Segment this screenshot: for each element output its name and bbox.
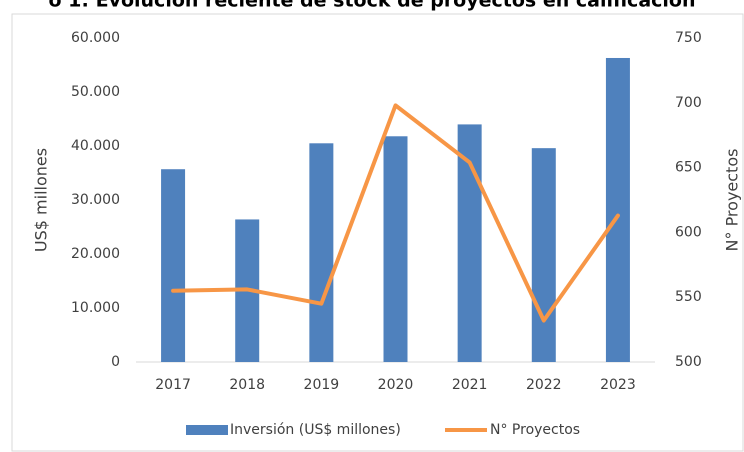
y-tick-label: 50.000: [71, 84, 120, 100]
y2-tick-label: 750: [675, 30, 702, 46]
line-series: [171, 103, 620, 323]
y-tick-label: 30.000: [71, 192, 120, 208]
y2-tick-label: 500: [675, 354, 702, 370]
y2-tick-label: 650: [675, 160, 702, 176]
legend-label: N° Proyectos: [490, 422, 580, 438]
y-tick-label: 40.000: [71, 138, 120, 154]
x-tick-label: 2022: [526, 377, 562, 393]
legend-label: Inversión (US$ millones): [230, 422, 401, 438]
x-tick-label: 2021: [452, 377, 488, 393]
y2-tick-label: 700: [675, 95, 702, 111]
y-tick-label: 0: [111, 354, 120, 370]
y2-tick-label: 550: [675, 289, 702, 305]
x-tick-label: 2019: [304, 377, 340, 393]
chart-title: o 1: Evolución reciente de stock de proy…: [49, 0, 696, 12]
x-tick-label: 2017: [155, 377, 191, 393]
y2-axis-title: N° Proyectos: [723, 149, 742, 252]
x-tick-label: 2023: [600, 377, 636, 393]
bar: [383, 136, 408, 362]
y-axis-title: US$ millones: [32, 148, 51, 252]
x-tick-label: 2018: [229, 377, 265, 393]
legend-swatch: [186, 425, 228, 435]
bar: [605, 57, 630, 362]
bar: [161, 169, 186, 362]
bar: [309, 143, 334, 362]
bar: [531, 148, 556, 362]
x-tick-label: 2020: [378, 377, 414, 393]
y-tick-label: 60.000: [71, 30, 120, 46]
chart-border: [11, 13, 744, 452]
y-tick-label: 20.000: [71, 246, 120, 262]
y-tick-label: 10.000: [71, 300, 120, 316]
y2-tick-label: 600: [675, 224, 702, 240]
